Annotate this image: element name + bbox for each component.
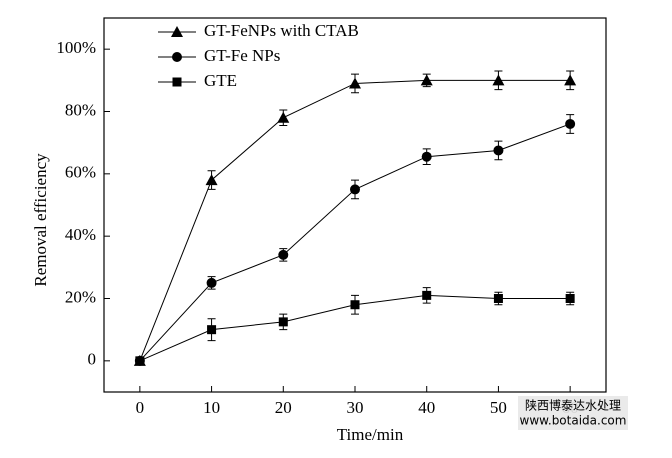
- y-tick-label: 0: [88, 350, 97, 369]
- data-point: [564, 74, 577, 86]
- data-point: [350, 184, 360, 195]
- y-tick-label: 80%: [65, 100, 96, 119]
- data-point: [277, 111, 290, 123]
- data-point: [422, 290, 432, 300]
- y-tick-label: 40%: [65, 225, 96, 244]
- data-point: [421, 151, 432, 162]
- x-tick-label: 0: [136, 398, 145, 417]
- series-line: [139, 123, 571, 362]
- y-tick-label: 100%: [56, 38, 96, 57]
- data-point: [135, 356, 145, 366]
- x-tick-label: 40: [418, 398, 435, 417]
- legend-marker: [172, 77, 182, 87]
- x-tick-label: 20: [275, 398, 292, 417]
- legend-label: GT-Fe NPs: [204, 46, 280, 65]
- y-axis-label: Removal efficiency: [31, 153, 50, 287]
- watermark: www.botaida.com: [520, 414, 627, 428]
- watermark-bg: [518, 396, 628, 430]
- data-point: [207, 325, 217, 335]
- series-line: [139, 79, 571, 362]
- data-point: [278, 249, 289, 260]
- data-point: [205, 174, 218, 186]
- data-point: [206, 277, 217, 288]
- data-point: [492, 74, 505, 86]
- y-tick-label: 60%: [65, 163, 96, 182]
- data-point: [349, 77, 361, 89]
- data-point: [493, 294, 503, 303]
- x-tick-label: 50: [490, 398, 507, 417]
- data-point: [565, 118, 576, 129]
- x-axis-label: Time/min: [337, 425, 404, 444]
- x-tick-label: 30: [347, 398, 364, 417]
- y-tick-label: 20%: [65, 287, 96, 306]
- data-point: [278, 317, 288, 327]
- data-point: [565, 294, 575, 303]
- legend-marker: [171, 26, 183, 37]
- legend-label: GTE: [204, 71, 237, 90]
- legend-marker: [172, 52, 182, 62]
- legend-label: GT-FeNPs with CTAB: [204, 21, 359, 40]
- x-tick-label: 10: [203, 398, 220, 417]
- data-point: [420, 74, 433, 86]
- data-point: [493, 145, 504, 156]
- watermark: 陕西博泰达水处理: [525, 398, 621, 413]
- data-point: [350, 300, 360, 310]
